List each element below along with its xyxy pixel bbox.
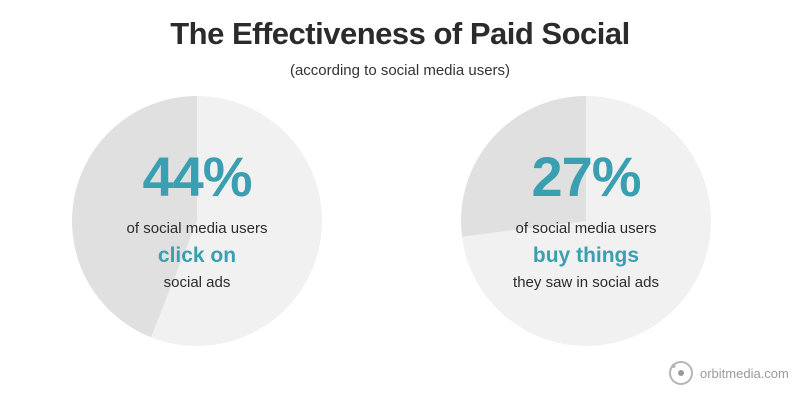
pie-slice-rest: [150, 96, 322, 346]
description-line: of social media users: [126, 220, 268, 237]
description-line: of social media users: [515, 220, 657, 237]
pie-svg-click: [72, 96, 322, 346]
pie-chart-buy: 27% of social media users buy things the…: [461, 96, 711, 346]
chart-subtitle: (according to social media users): [289, 62, 511, 79]
highlight-phrase: buy things: [532, 244, 640, 267]
chart-title: The Effectiveness of Paid Social: [170, 16, 630, 51]
highlight-phrase: click on: [157, 244, 237, 267]
pie-chart-click: 44% of social media users click on socia…: [72, 96, 322, 346]
orbit-logo-icon: [669, 361, 693, 385]
percentage-label: 44%: [142, 145, 252, 208]
pie-slice-value: [461, 96, 586, 237]
brand-text: orbitmedia.com: [700, 365, 789, 381]
description-tail: social ads: [163, 274, 231, 291]
pie-slice-value: [72, 96, 197, 338]
pie-slice-rest: [461, 96, 711, 346]
description-tail: they saw in social ads: [513, 274, 659, 291]
brand-watermark: orbitmedia.com: [668, 358, 789, 388]
pie-svg-buy: [461, 96, 711, 346]
percentage-label: 27%: [531, 145, 641, 208]
